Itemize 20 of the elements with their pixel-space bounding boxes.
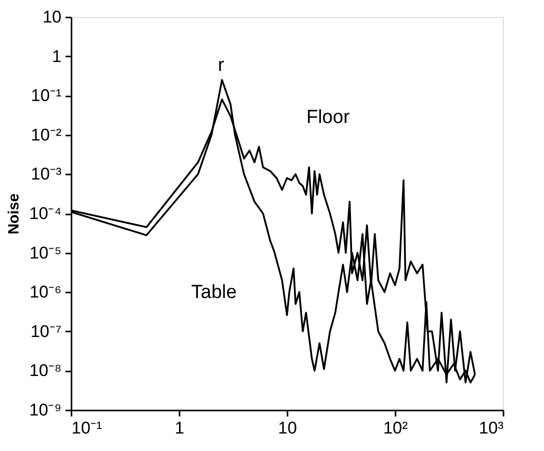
y-tick-label: 10⁻⁹ [29, 400, 62, 420]
y-tick-label: 10⁻³ [30, 164, 62, 184]
y-tick-label: 10⁻⁸ [29, 361, 62, 380]
y-axis-title: Noise [5, 194, 22, 234]
y-tick-label: 1 [52, 46, 62, 66]
x-tick-label: 10³ [478, 418, 504, 438]
y-tick-label: 10⁻⁴ [29, 204, 62, 223]
text: Table [191, 282, 237, 303]
annotation: r [218, 55, 225, 76]
y-tick-label: 10⁻² [30, 125, 62, 144]
text: Floor [306, 107, 350, 128]
y-tick-label: 10⁻⁵ [30, 243, 62, 262]
x-tick-label: 1 [174, 418, 184, 438]
x-tick-label: 10² [383, 418, 408, 438]
x-tick-label: 10 [278, 418, 297, 438]
x-tick-label: 10⁻¹ [72, 418, 102, 438]
y-tick-label: 10 [42, 8, 62, 26]
y-tick-label: 10⁻⁶ [30, 282, 62, 302]
y-tick-label: 10⁻¹ [30, 86, 62, 106]
y-tick-label: 10⁻⁷ [30, 322, 62, 341]
